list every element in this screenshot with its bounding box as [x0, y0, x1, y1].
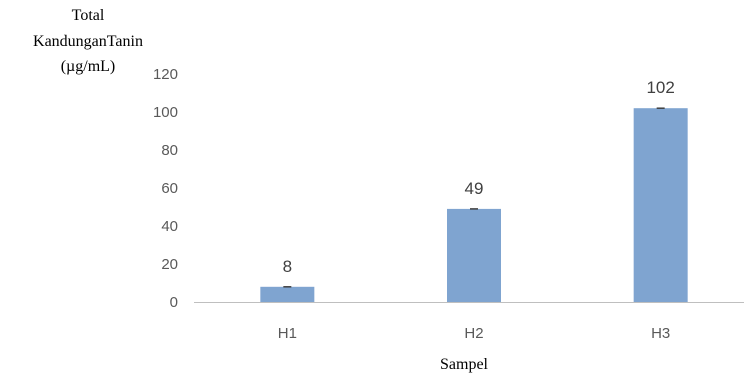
data-label: 49 — [465, 179, 484, 198]
y-axis-title-line-1: Total — [72, 7, 105, 24]
data-labels: 8 49 102 — [283, 78, 675, 276]
bar-h1 — [260, 286, 315, 302]
y-tick-label: 20 — [161, 256, 178, 273]
y-tick-label: 80 — [161, 142, 178, 159]
y-tick-label: 40 — [161, 218, 178, 235]
y-axis-title-line-3: (µg/mL) — [61, 58, 116, 75]
x-tick-label: H3 — [651, 325, 670, 342]
x-tick-label: H1 — [278, 325, 297, 342]
bars — [260, 107, 688, 302]
y-tick-label: 60 — [161, 180, 178, 197]
y-tick-label: 120 — [153, 66, 178, 83]
bar-h3 — [633, 108, 688, 302]
x-axis-ticks: H1 H2 H3 — [278, 325, 671, 342]
y-axis-ticks: 0 20 40 60 80 100 120 — [153, 66, 178, 311]
x-tick-label: H2 — [464, 325, 483, 342]
x-axis-title: Sampel — [440, 356, 489, 373]
y-axis-title: Total KandunganTanin (µg/mL) — [33, 7, 143, 75]
data-label: 8 — [283, 257, 292, 276]
y-axis-title-line-2: KandunganTanin — [33, 33, 143, 50]
data-label: 102 — [646, 78, 674, 97]
y-tick-label: 100 — [153, 104, 178, 121]
y-tick-label: 0 — [170, 294, 178, 311]
bar-h2 — [447, 208, 501, 302]
